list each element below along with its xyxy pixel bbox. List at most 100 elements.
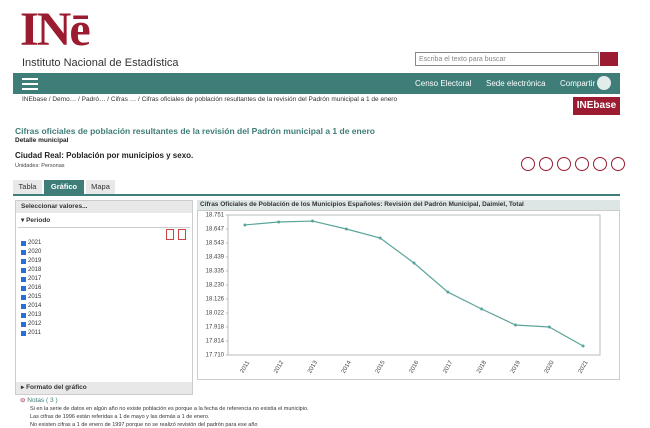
checkbox[interactable]: [21, 285, 26, 291]
year-option[interactable]: 2021: [21, 240, 41, 246]
nav-link[interactable]: Sede electrónica: [486, 79, 546, 88]
y-tick-label: 17.918: [206, 325, 225, 331]
format-label: Formato del gráfico: [26, 384, 87, 391]
checkbox[interactable]: [21, 267, 26, 273]
y-tick-label: 17.814: [206, 339, 225, 345]
data-point: [344, 227, 348, 231]
x-tick-label: 2011: [240, 360, 252, 375]
search-button[interactable]: [600, 52, 618, 66]
year-label: 2020: [28, 249, 42, 255]
note: No existen cifras a 1 de enero de 1997 p…: [30, 422, 258, 428]
year-option[interactable]: 2011: [21, 330, 41, 336]
y-tick-label: 18.335: [206, 269, 225, 275]
year-label: 2017: [28, 276, 42, 282]
year-label: 2012: [28, 321, 42, 327]
data-point: [277, 220, 281, 224]
page-subtitle: Detalle municipal: [15, 137, 69, 144]
tool-icon[interactable]: [593, 157, 607, 171]
checkbox[interactable]: [21, 240, 26, 246]
year-option[interactable]: 2014: [21, 303, 41, 309]
tool-icon[interactable]: [521, 157, 535, 171]
y-tick-label: 18.230: [206, 283, 225, 289]
share-icon[interactable]: [597, 76, 611, 90]
select-none-icon[interactable]: [178, 229, 186, 240]
year-option[interactable]: 2016: [21, 285, 41, 291]
year-option[interactable]: 2012: [21, 321, 41, 327]
tool-icon[interactable]: [575, 157, 589, 171]
year-option[interactable]: 2013: [21, 312, 41, 318]
year-label: 2015: [28, 294, 42, 300]
checkbox[interactable]: [21, 249, 26, 255]
plot-area: [227, 214, 601, 356]
notes-heading[interactable]: ⊖ Notas ( 3 ): [20, 397, 58, 404]
tab-rule: [13, 194, 620, 196]
crumb: / Cifras oficiales de población resultan…: [138, 96, 398, 103]
breadcrumb: INEbase / Demo… / Padró… / Cifras … / Ci…: [22, 96, 397, 103]
y-tick-label: 18.439: [206, 255, 225, 261]
crumb[interactable]: INEbase: [22, 96, 47, 103]
x-tick-label: 2012: [273, 359, 285, 374]
y-tick-label: 18.126: [206, 297, 225, 303]
tool-icon[interactable]: [611, 157, 625, 171]
logo: INē: [20, 3, 91, 56]
x-tick-label: 2014: [341, 359, 353, 374]
year-option[interactable]: 2015: [21, 294, 41, 300]
checkbox[interactable]: [21, 312, 26, 318]
year-option[interactable]: 2017: [21, 276, 41, 282]
data-point: [513, 323, 517, 327]
page-title: Cifras oficiales de población resultante…: [15, 126, 375, 136]
year-option[interactable]: 2019: [21, 258, 41, 264]
nav-link[interactable]: Censo Electoral: [415, 79, 472, 88]
checkbox[interactable]: [21, 321, 26, 327]
year-label: 2019: [28, 258, 42, 264]
data-line: [244, 220, 584, 347]
crumb[interactable]: / Padró…: [78, 96, 106, 103]
checkbox[interactable]: [21, 294, 26, 300]
checkbox[interactable]: [21, 258, 26, 264]
nav-link[interactable]: Compartir: [560, 79, 596, 88]
tab[interactable]: Mapa: [86, 180, 115, 194]
data-point: [547, 325, 551, 329]
year-label: 2014: [28, 303, 42, 309]
checkbox[interactable]: [21, 276, 26, 282]
format-heading[interactable]: ▸ Formato del gráfico: [16, 382, 192, 394]
x-tick-label: 2015: [375, 359, 387, 374]
data-point: [480, 307, 484, 311]
x-tick-label: 2020: [544, 359, 556, 374]
table-title: Ciudad Real: Población por municipios y …: [15, 151, 194, 160]
tab-active[interactable]: Gráfico: [44, 180, 84, 194]
x-tick-label: 2013: [307, 359, 319, 374]
y-tick-label: 17.710: [206, 353, 225, 359]
inebase-logo[interactable]: INEbase: [573, 97, 620, 115]
x-tick-label: 2017: [442, 359, 454, 374]
select-all-icon[interactable]: [166, 229, 174, 240]
y-tick-label: 18.751: [206, 213, 225, 219]
crumb[interactable]: / Demo…: [48, 96, 77, 103]
data-point: [412, 261, 416, 265]
year-option[interactable]: 2018: [21, 267, 41, 273]
tool-icon[interactable]: [557, 157, 571, 171]
period-heading[interactable]: ▾ Periodo: [21, 217, 51, 224]
year-option[interactable]: 2020: [21, 249, 41, 255]
checkbox[interactable]: [21, 330, 26, 336]
search-input[interactable]: Escriba el texto para buscar: [415, 52, 599, 66]
notes-label: Notas ( 3 ): [27, 397, 58, 404]
y-tick-label: 18.543: [206, 241, 225, 247]
selection-panel: Seleccionar valores... ▾ Periodo 2021 202…: [15, 200, 193, 395]
checkbox[interactable]: [21, 303, 26, 309]
tool-icon[interactable]: [539, 157, 553, 171]
x-tick-label: 2021: [578, 359, 590, 374]
year-label: 2011: [28, 330, 41, 336]
year-label: 2013: [28, 312, 42, 318]
x-tick-label: 2018: [476, 359, 488, 374]
year-label: 2018: [28, 267, 42, 273]
menu-icon[interactable]: [22, 78, 38, 80]
data-point: [311, 219, 315, 223]
panel-heading: Seleccionar valores...: [16, 201, 192, 213]
note: Las cifras de 1996 están referidas a 1 d…: [30, 414, 210, 420]
data-point: [378, 236, 382, 240]
crumb[interactable]: / Cifras …: [107, 96, 137, 103]
tab[interactable]: Tabla: [13, 180, 42, 194]
x-tick-label: 2016: [409, 359, 421, 374]
